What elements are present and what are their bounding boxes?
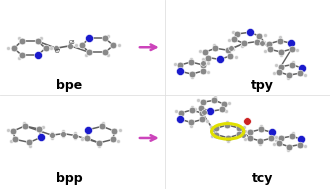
Text: bpe: bpe <box>56 80 82 92</box>
Text: tpy: tpy <box>251 80 274 92</box>
Text: C8: C8 <box>69 40 75 45</box>
Text: bpp: bpp <box>56 172 82 185</box>
Text: tcy: tcy <box>252 172 273 185</box>
Text: C7: C7 <box>54 50 61 54</box>
